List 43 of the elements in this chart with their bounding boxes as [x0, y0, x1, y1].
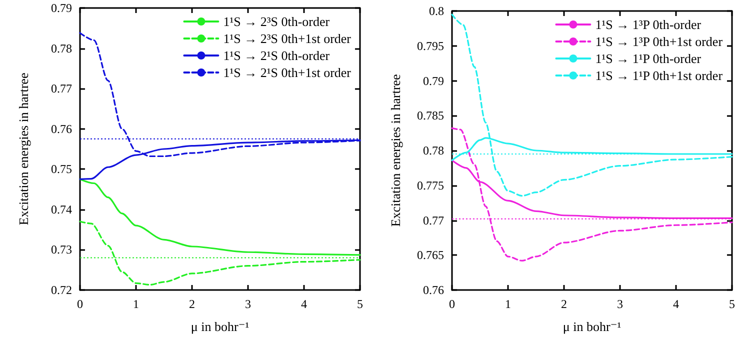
y-tick-label: 0.78 — [51, 41, 72, 56]
x-tick-label: 2 — [189, 297, 195, 311]
y-tick-label: 0.75 — [51, 162, 72, 176]
x-tick-label: 4 — [673, 297, 679, 311]
legend-label: 1¹S → 1³P 0th-order — [595, 17, 702, 32]
y-tick-label: 0.78 — [423, 144, 444, 158]
x-tick-label: 3 — [245, 297, 251, 311]
y-tick-label: 0.77 — [423, 213, 444, 228]
line-series — [451, 14, 733, 197]
x-axis-title: μ in bohr⁻¹ — [190, 319, 250, 334]
legend-label: 1¹S → 1¹P 0th+1st order — [595, 68, 724, 83]
legend-label: 1¹S → 1¹P 0th-order — [595, 51, 702, 66]
x-axis-title: μ in bohr⁻¹ — [562, 319, 622, 334]
legend-label: 1¹S → 2¹S 0th+1st order — [223, 65, 352, 80]
x-tick-label: 1 — [505, 297, 511, 311]
x-tick-label: 5 — [357, 297, 363, 311]
y-tick-label: 0.765 — [417, 248, 444, 262]
legend-label: 1¹S → 2³S 0th+1st order — [223, 31, 352, 46]
x-tick-label: 0 — [449, 297, 455, 311]
y-tick-label: 0.795 — [417, 38, 444, 53]
y-tick-label: 0.79 — [423, 74, 444, 88]
x-tick-label: 1 — [133, 297, 139, 311]
y-tick-label: 0.77 — [51, 82, 72, 96]
line-series — [79, 178, 361, 256]
x-tick-label: 5 — [729, 297, 735, 311]
legend-label: 1¹S → 2³S 0th-order — [223, 14, 330, 29]
y-tick-label: 0.79 — [51, 1, 72, 15]
x-tick-label: 3 — [617, 297, 623, 311]
y-tick-label: 0.785 — [417, 108, 444, 123]
y-tick-label: 0.76 — [51, 122, 72, 136]
y-tick-label: 0.76 — [423, 283, 444, 297]
y-tick-label: 0.72 — [51, 283, 72, 297]
y-axis-title: Excitation energies in hartree — [388, 74, 403, 227]
y-tick-label: 0.775 — [417, 178, 444, 192]
x-tick-label: 0 — [77, 297, 83, 311]
legend-label: 1¹S → 2¹S 0th-order — [223, 48, 330, 63]
legend-label: 1¹S → 1³P 0th+1st order — [595, 34, 724, 49]
y-tick-label: 0.8 — [429, 4, 444, 18]
y-axis-title: Excitation energies in hartree — [16, 72, 31, 226]
x-tick-label: 4 — [301, 297, 307, 311]
y-tick-label: 0.74 — [51, 202, 72, 216]
y-tick-label: 0.73 — [51, 242, 72, 257]
x-tick-label: 2 — [561, 297, 567, 311]
